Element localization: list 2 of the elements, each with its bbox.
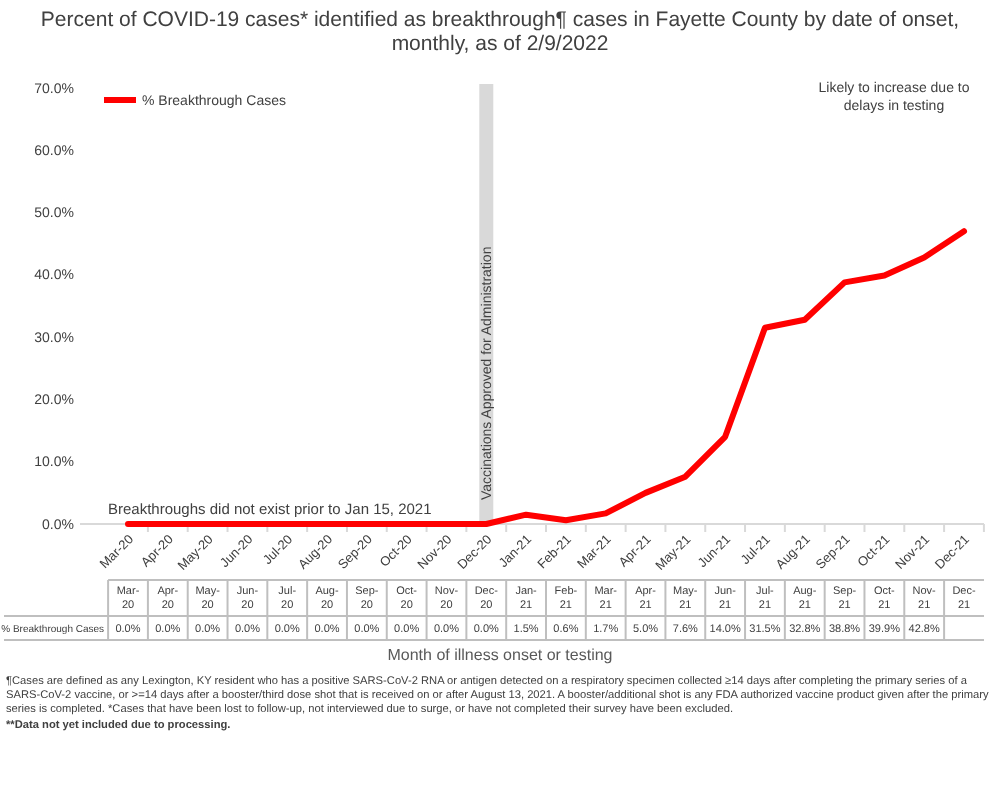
x-axis-title: Month of illness onset or testing <box>387 646 613 664</box>
chart-title: Percent of COVID-19 cases* identified as breakthrough¶ cases in Fayette County by date of onset, monthly, as of 2/9/2022 <box>40 8 960 56</box>
